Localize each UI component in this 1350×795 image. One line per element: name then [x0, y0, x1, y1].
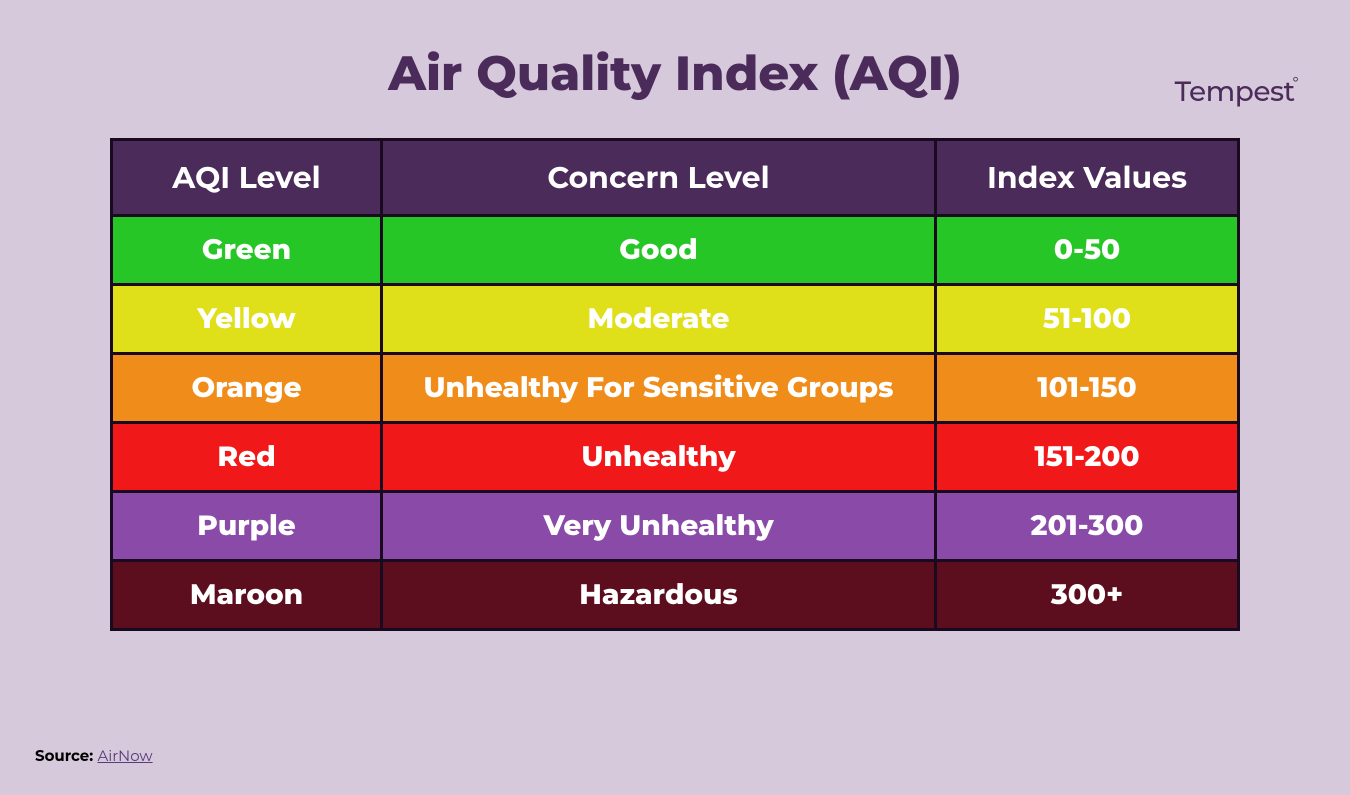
table-cell-level: Orange: [113, 355, 383, 421]
table-cell-concern: Unhealthy For Sensitive Groups: [383, 355, 937, 421]
brand-logo-degree: °: [1293, 73, 1298, 91]
table-row: RedUnhealthy151-200: [113, 421, 1237, 490]
table-header-index-values: Index Values: [937, 141, 1237, 214]
table-row: GreenGood0-50: [113, 214, 1237, 283]
table-cell-level: Green: [113, 217, 383, 283]
table-header-aqi-level: AQI Level: [113, 141, 383, 214]
table-cell-values: 201-300: [937, 493, 1237, 559]
table-cell-concern: Good: [383, 217, 937, 283]
table-header-row: AQI Level Concern Level Index Values: [113, 141, 1237, 214]
table-cell-concern: Unhealthy: [383, 424, 937, 490]
table-cell-values: 0-50: [937, 217, 1237, 283]
brand-logo: Tempest°: [1175, 75, 1300, 109]
table-cell-concern: Very Unhealthy: [383, 493, 937, 559]
table-row: OrangeUnhealthy For Sensitive Groups101-…: [113, 352, 1237, 421]
table-row: MaroonHazardous300+: [113, 559, 1237, 628]
source-label: Source:: [35, 746, 93, 765]
source-citation: Source: AirNow: [35, 746, 153, 765]
table-row: PurpleVery Unhealthy201-300: [113, 490, 1237, 559]
table-cell-values: 300+: [937, 562, 1237, 628]
source-link[interactable]: AirNow: [97, 746, 152, 765]
table-cell-level: Purple: [113, 493, 383, 559]
table-header-concern-level: Concern Level: [383, 141, 937, 214]
table-cell-values: 101-150: [937, 355, 1237, 421]
table-cell-level: Yellow: [113, 286, 383, 352]
aqi-table: AQI Level Concern Level Index Values Gre…: [110, 138, 1240, 631]
table-body: GreenGood0-50YellowModerate51-100OrangeU…: [113, 214, 1237, 628]
table-cell-concern: Hazardous: [383, 562, 937, 628]
table-cell-concern: Moderate: [383, 286, 937, 352]
table-cell-level: Red: [113, 424, 383, 490]
brand-logo-text: Tempest: [1175, 75, 1295, 109]
table-cell-values: 51-100: [937, 286, 1237, 352]
table-cell-values: 151-200: [937, 424, 1237, 490]
table-cell-level: Maroon: [113, 562, 383, 628]
page-title: Air Quality Index (AQI): [0, 45, 1350, 103]
table-row: YellowModerate51-100: [113, 283, 1237, 352]
